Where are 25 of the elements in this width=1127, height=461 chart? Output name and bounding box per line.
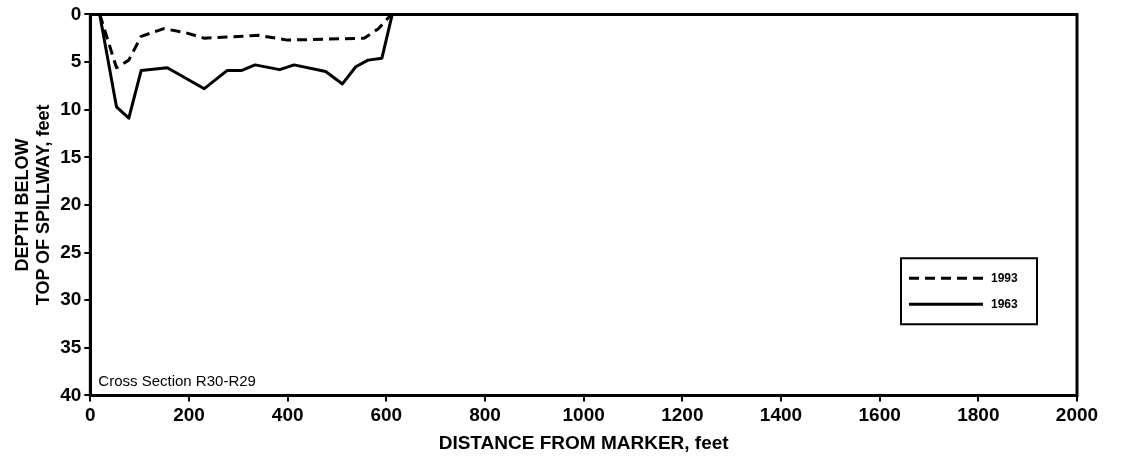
x-tick-label: 200 (173, 404, 205, 426)
annotation: Cross Section R30-R29 (98, 372, 256, 390)
y-tick-label: 30 (60, 288, 82, 310)
y-tick-label: 15 (60, 145, 82, 167)
y-axis-title: DEPTH BELOW TOP OF SPILLWAY, feet (11, 104, 54, 306)
y-tick-label: 0 (70, 2, 82, 24)
x-tick-label: 1400 (759, 404, 803, 426)
text: 1993 (991, 270, 1019, 285)
x-tick-label: 1200 (661, 404, 704, 426)
x-tick-label: 1600 (858, 404, 901, 426)
y-tick-label: 25 (60, 240, 82, 262)
x-tick-label: 0 (85, 404, 96, 426)
x-tick-label: 2000 (1055, 404, 1099, 426)
x-tick-label: 800 (469, 404, 501, 426)
x-tick-label: 600 (370, 404, 403, 426)
y-tick-label: 35 (60, 336, 82, 358)
text: 1963 (991, 296, 1019, 311)
x-tick-label: 1800 (957, 404, 1000, 426)
x-axis-title: DISTANCE FROM MARKER, feet (438, 431, 730, 453)
y-tick-label: 5 (70, 50, 82, 72)
x-tick-label: 400 (271, 404, 304, 426)
y-tick-label: 20 (60, 193, 82, 215)
x-tick-label: 1000 (562, 404, 605, 426)
y-tick-label: 40 (60, 383, 82, 405)
y-tick-label: 10 (60, 97, 82, 119)
